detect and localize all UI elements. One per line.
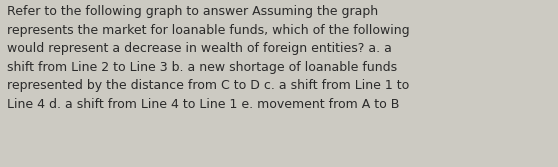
Text: Refer to the following graph to answer Assuming the graph
represents the market : Refer to the following graph to answer A… bbox=[7, 5, 410, 111]
